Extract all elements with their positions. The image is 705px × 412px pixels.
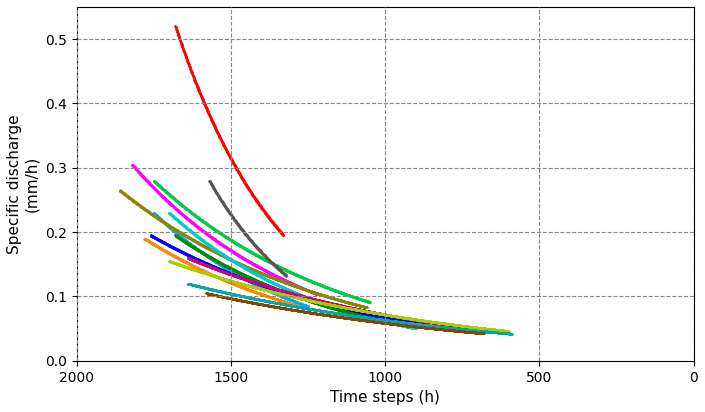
X-axis label: Time steps (h): Time steps (h) (330, 390, 440, 405)
Y-axis label: Specific discharge
(mm/h): Specific discharge (mm/h) (7, 114, 39, 254)
